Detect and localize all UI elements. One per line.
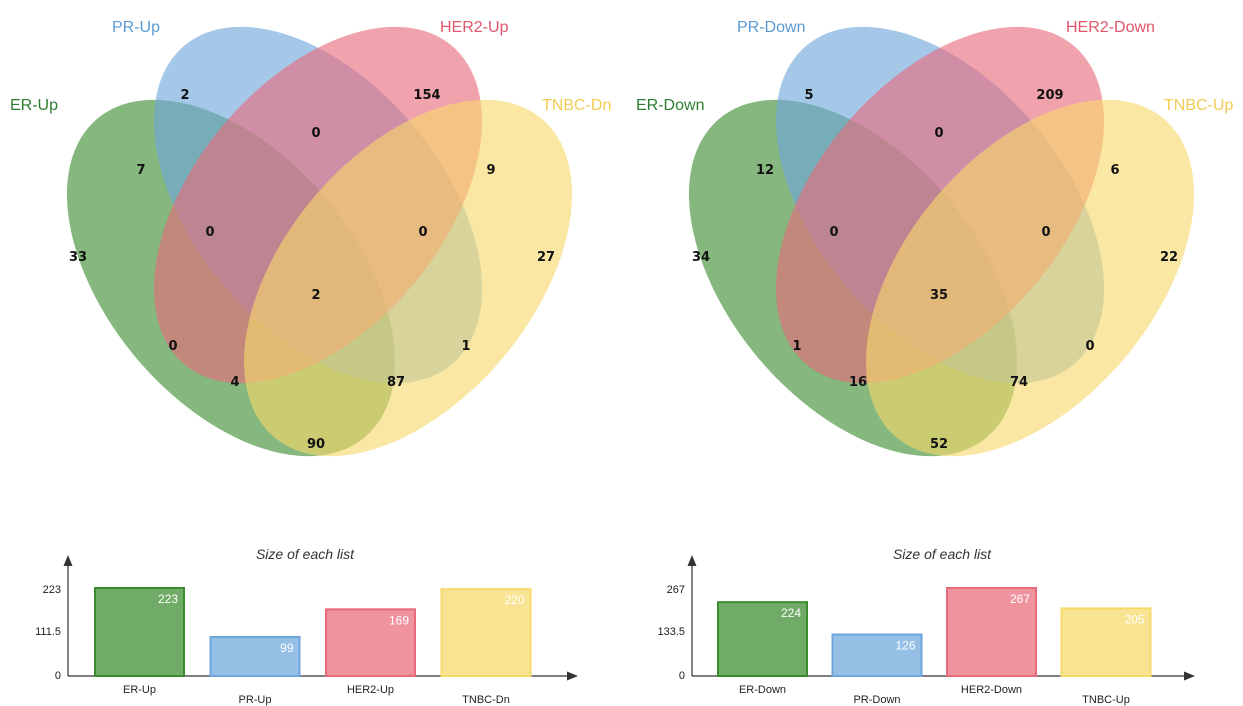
y-axis-arrow-icon — [63, 555, 73, 566]
region-count: 1 — [792, 339, 801, 354]
x-axis-arrow-icon — [1184, 671, 1195, 681]
region-count: 35 — [930, 288, 948, 303]
set-label-tnbc: TNBC-Up — [1164, 97, 1233, 114]
category-label: HER2-Up — [347, 684, 394, 696]
region-count: 1 — [461, 339, 470, 354]
region-count: 22 — [1160, 250, 1178, 265]
bar-value-label: 267 — [1010, 592, 1030, 606]
region-count: 16 — [849, 375, 867, 390]
bar — [325, 608, 416, 677]
region-count: 4 — [230, 375, 239, 390]
set-label-pr: PR-Up — [112, 19, 160, 36]
set-ellipse-tnbc — [865, 99, 1195, 457]
region-count: 87 — [387, 375, 405, 390]
bar-value-label: 126 — [895, 638, 915, 652]
bar-chart-right: Size of each list 267 133.5 0 224 ER-Down… — [657, 546, 1195, 706]
bar-value-label: 169 — [389, 613, 409, 627]
bar-chart-title: Size of each list — [893, 546, 992, 562]
region-count: 6 — [1110, 163, 1119, 178]
set-label-er: ER-Up — [10, 97, 58, 114]
region-count: 5 — [804, 88, 813, 103]
set-label-her2: HER2-Down — [1066, 19, 1155, 36]
region-count: 0 — [168, 339, 177, 354]
region-count: 7 — [136, 163, 145, 178]
y-tick-label: 223 — [43, 584, 61, 596]
venn-diagram-left: ER-Up PR-Up HER2-Up TNBC-Dn 2 154 0 7 9 … — [10, 19, 611, 457]
bar — [209, 635, 301, 678]
set-ellipse-tnbc — [243, 99, 573, 457]
region-count: 2 — [180, 88, 189, 103]
bar — [717, 601, 808, 678]
y-tick-label: 0 — [679, 670, 685, 682]
region-count: 33 — [69, 250, 87, 265]
region-count: 90 — [307, 437, 325, 452]
category-label: TNBC-Dn — [462, 694, 510, 706]
region-count: 52 — [930, 437, 948, 452]
region-count: 0 — [205, 225, 214, 240]
y-axis-arrow-icon — [687, 555, 697, 566]
venn-diagram-right: ER-Down PR-Down HER2-Down TNBC-Up 5 209 … — [636, 19, 1233, 457]
region-count: 209 — [1036, 88, 1063, 103]
set-label-er: ER-Down — [636, 97, 704, 114]
region-count: 9 — [486, 163, 495, 178]
y-tick-label: 267 — [667, 584, 685, 596]
region-count: 27 — [537, 250, 555, 265]
category-label: TNBC-Up — [1082, 694, 1130, 706]
y-tick-label: 133.5 — [657, 626, 685, 638]
bar — [440, 588, 532, 677]
category-label: ER-Down — [739, 684, 786, 696]
set-label-tnbc: TNBC-Dn — [542, 97, 611, 114]
bar — [94, 587, 185, 677]
region-count: 2 — [311, 288, 320, 303]
x-axis-arrow-icon — [567, 671, 578, 681]
bar-value-label: 224 — [781, 606, 801, 620]
y-tick-label: 0 — [55, 670, 61, 682]
bar — [1060, 607, 1152, 677]
region-count: 0 — [311, 126, 320, 141]
region-count: 0 — [829, 225, 838, 240]
category-label: PR-Down — [853, 694, 900, 706]
region-count: 0 — [934, 126, 943, 141]
region-count: 0 — [418, 225, 427, 240]
bar-chart-title: Size of each list — [256, 546, 355, 562]
region-count: 12 — [756, 163, 774, 178]
region-count: 74 — [1010, 375, 1028, 390]
bar-value-label: 223 — [158, 592, 178, 606]
set-label-pr: PR-Down — [737, 19, 805, 36]
category-label: ER-Up — [123, 684, 156, 696]
bar-value-label: 99 — [280, 641, 294, 655]
region-count: 154 — [413, 88, 440, 103]
bar — [946, 587, 1037, 677]
region-count: 0 — [1085, 339, 1094, 354]
bar-value-label: 205 — [1124, 612, 1144, 626]
bar — [831, 633, 923, 678]
category-label: PR-Up — [238, 694, 271, 706]
region-count: 34 — [692, 250, 710, 265]
set-label-her2: HER2-Up — [440, 19, 509, 36]
y-tick-label: 111.5 — [35, 626, 61, 638]
category-label: HER2-Down — [961, 684, 1022, 696]
bar-value-label: 220 — [504, 593, 524, 607]
region-count: 0 — [1041, 225, 1050, 240]
bar-chart-left: Size of each list 223 111.5 0 223 ER-Up 99… — [35, 546, 578, 706]
